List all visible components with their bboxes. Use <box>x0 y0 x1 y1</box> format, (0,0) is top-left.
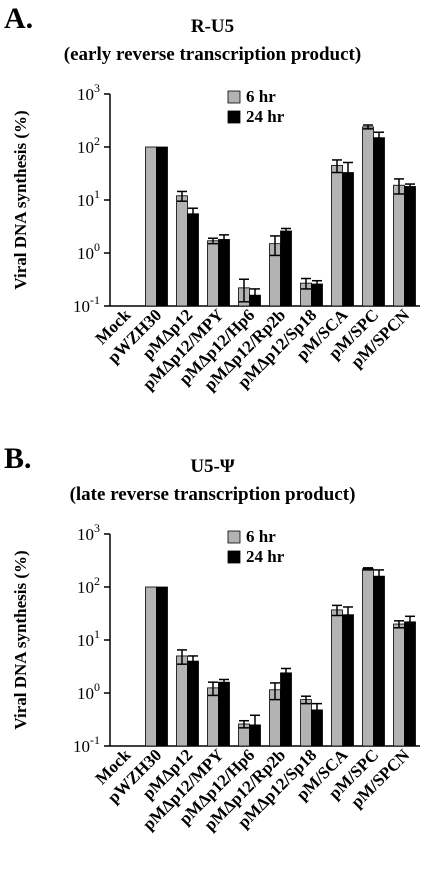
bar-24hr <box>280 230 292 307</box>
bar-24hr <box>187 213 199 307</box>
bar-24hr <box>218 239 230 307</box>
y-tick-label: 103 <box>77 81 100 104</box>
bar-24hr <box>156 586 168 747</box>
y-tick-label: 100 <box>77 680 100 703</box>
y-tick-label: 10-1 <box>73 733 100 756</box>
chart-title: R-U5 <box>190 16 235 37</box>
legend-label: 6 hr <box>246 87 276 106</box>
legend-swatch <box>227 90 241 104</box>
panel-label: B. <box>4 442 32 475</box>
bar-24hr <box>342 172 354 307</box>
legend-label: 24 hr <box>246 547 285 566</box>
bar-24hr <box>404 621 416 747</box>
bar-24hr <box>218 681 230 747</box>
legend-swatch <box>227 110 241 124</box>
bar-6hr <box>300 699 312 747</box>
chart-title: U5-Ψ <box>190 456 235 477</box>
bar-6hr <box>176 655 188 747</box>
panel-label: A. <box>4 2 34 35</box>
legend-swatch <box>227 530 241 544</box>
bar-6hr <box>145 586 157 747</box>
y-tick-label: 103 <box>77 521 100 544</box>
y-tick-label: 102 <box>77 574 100 597</box>
bar-6hr <box>145 146 157 307</box>
bar-6hr <box>207 240 219 307</box>
bar-6hr <box>331 609 343 747</box>
bar-6hr <box>176 195 188 307</box>
bar-24hr <box>373 575 385 747</box>
bar-24hr <box>373 137 385 307</box>
y-tick-label: 100 <box>77 240 100 263</box>
y-axis-label: Viral DNA synthesis (%) <box>11 110 30 289</box>
bar-6hr <box>393 184 405 307</box>
bar-6hr <box>331 164 343 307</box>
bar-24hr <box>404 186 416 307</box>
chart-panel-a: A. R-U5 (early reverse transcription pro… <box>0 0 425 430</box>
bar-chart-plot: Viral DNA synthesis (%)10310210110010-1M… <box>11 521 420 835</box>
y-axis-label: Viral DNA synthesis (%) <box>11 550 30 729</box>
bar-chart-plot: Viral DNA synthesis (%)10310210110010-1M… <box>11 81 420 395</box>
y-tick-label: 101 <box>77 187 100 210</box>
legend-swatch <box>227 550 241 564</box>
bar-24hr <box>342 614 354 747</box>
chart-panel-b: B. U5-Ψ (late reverse transcription prod… <box>0 440 425 870</box>
bar-24hr <box>280 672 292 747</box>
y-tick-label: 10-1 <box>73 293 100 316</box>
legend-label: 6 hr <box>246 527 276 546</box>
chart-subtitle: (early reverse transcription product) <box>63 44 362 65</box>
y-tick-label: 102 <box>77 134 100 157</box>
chart-subtitle: (late reverse transcription product) <box>69 484 356 505</box>
bar-6hr <box>207 687 219 747</box>
bar-6hr <box>362 568 374 747</box>
bar-6hr <box>362 126 374 307</box>
bar-24hr <box>156 146 168 307</box>
legend-label: 24 hr <box>246 107 285 126</box>
y-tick-label: 101 <box>77 627 100 650</box>
bar-24hr <box>187 660 199 747</box>
bar-6hr <box>393 623 405 747</box>
